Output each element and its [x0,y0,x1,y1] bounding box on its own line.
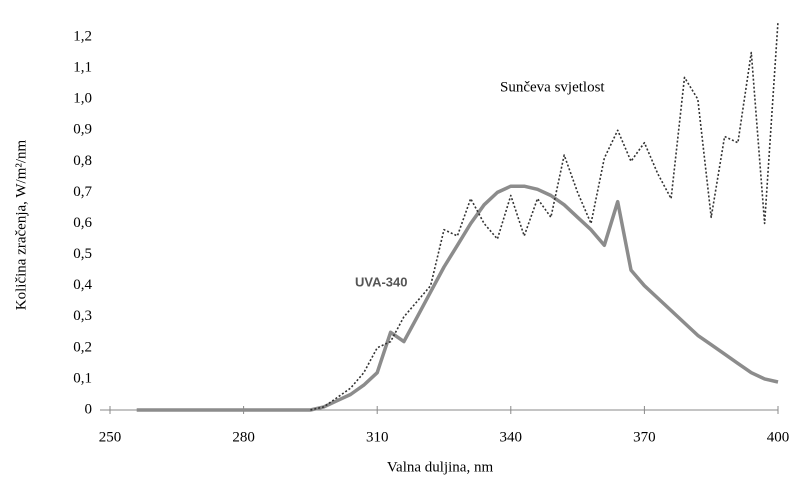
y-tick-label: 0,1 [73,370,92,386]
x-axis-label: Valna duljina, nm [387,459,494,475]
y-tick-label: 0,3 [73,308,92,324]
x-tick-label: 370 [633,429,656,445]
y-axis-label: Količina zračenja, W/m²/nm [13,139,29,310]
y-tick-label: 1,0 [73,91,92,107]
y-tick-label: 0,5 [73,246,92,262]
x-tick-label: 400 [767,429,790,445]
y-tick-label: 1,2 [73,28,92,44]
y-tick-label: 0 [85,401,93,417]
series-label: Sunčeva svjetlost [500,79,605,95]
y-tick-label: 0,9 [73,122,92,138]
x-tick-label: 310 [366,429,389,445]
x-tick-label: 340 [500,429,523,445]
series-line [136,184,779,412]
y-tick-label: 0,4 [73,277,92,293]
y-tick-label: 0,2 [73,339,92,355]
y-tick-label: 0,6 [73,215,92,231]
y-tick-label: 0,8 [73,153,92,169]
x-tick-label: 250 [99,429,122,445]
y-tick-label: 1,1 [73,60,92,76]
x-tick-label: 280 [232,429,255,445]
y-tick-label: 0,7 [73,184,92,200]
series-label: UVA-340 [355,274,408,289]
